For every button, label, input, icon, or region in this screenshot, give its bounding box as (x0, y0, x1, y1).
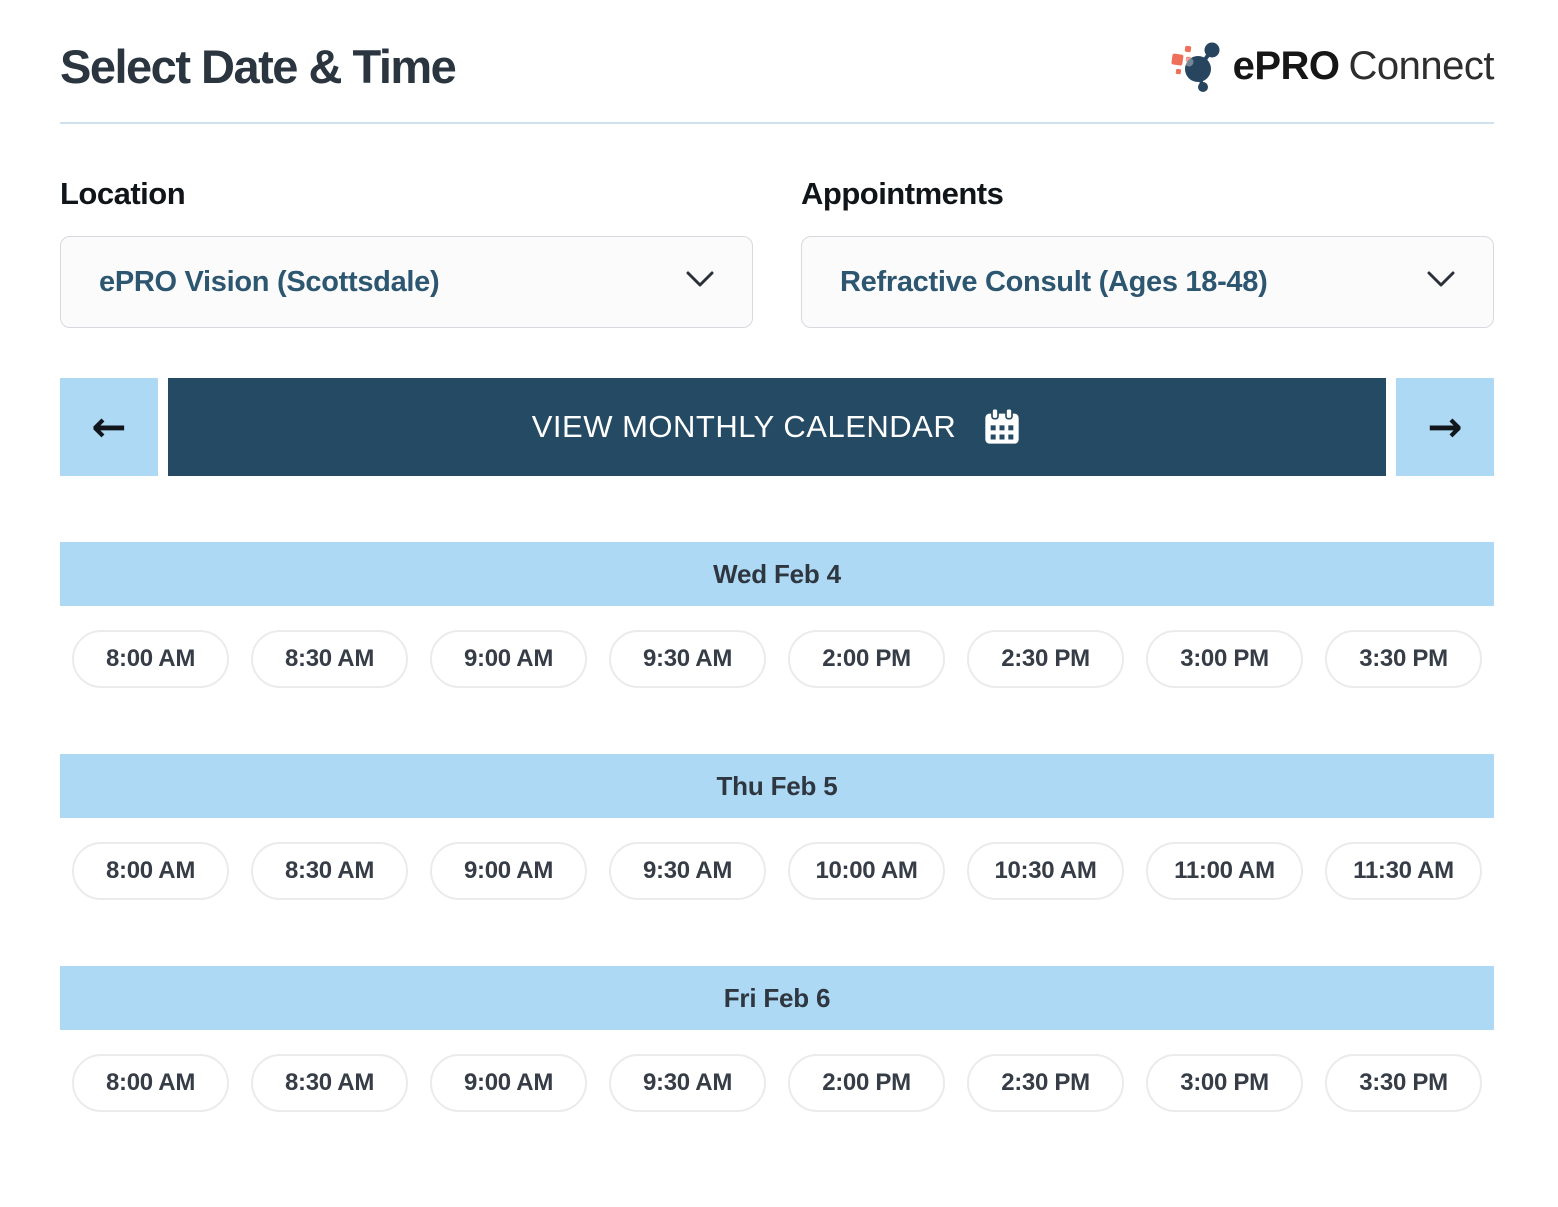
brand-name-bold: ePRO (1232, 43, 1340, 88)
chevron-down-icon (686, 271, 714, 293)
appointments-select[interactable]: Refractive Consult (Ages 18-48) (801, 236, 1494, 328)
time-slot-button[interactable]: 9:30 AM (609, 630, 766, 688)
time-slot-button[interactable]: 9:00 AM (430, 630, 587, 688)
time-slot-button[interactable]: 2:30 PM (967, 630, 1124, 688)
brand-logo: ePRO Connect (1169, 38, 1495, 94)
view-monthly-calendar-button[interactable]: VIEW MONTHLY CALENDAR (168, 378, 1386, 476)
time-slot-button[interactable]: 9:30 AM (609, 1054, 766, 1112)
time-slot-button[interactable]: 9:00 AM (430, 842, 587, 900)
chevron-down-icon (1427, 271, 1455, 293)
time-slot-button[interactable]: 8:30 AM (251, 842, 408, 900)
day-header: Wed Feb 4 (60, 542, 1494, 606)
next-week-button[interactable]: → (1396, 378, 1494, 476)
time-slot-button[interactable]: 3:00 PM (1146, 1054, 1303, 1112)
appointments-label: Appointments (801, 176, 1004, 211)
time-slot-button[interactable]: 3:00 PM (1146, 630, 1303, 688)
arrow-left-icon: ← (91, 402, 127, 451)
slot-row: 8:00 AM 8:30 AM 9:00 AM 9:30 AM 10:00 AM 10:3… (60, 842, 1494, 900)
slot-row: 8:00 AM 8:30 AM 9:00 AM 9:30 AM 2:00 PM 2:30 … (60, 1054, 1494, 1112)
time-slot-button[interactable]: 8:00 AM (72, 1054, 229, 1112)
appointments-field: Appointments Refractive Consult (Ages 18… (801, 176, 1494, 328)
calendar-icon (982, 406, 1022, 448)
time-slot-button[interactable]: 8:00 AM (72, 842, 229, 900)
day-header: Fri Feb 6 (60, 966, 1494, 1030)
time-slot-button[interactable]: 3:30 PM (1325, 630, 1482, 688)
day-section: Thu Feb 5 8:00 AM 8:30 AM 9:00 AM 9:30 AM 10… (60, 754, 1494, 900)
time-slot-button[interactable]: 2:00 PM (788, 630, 945, 688)
location-selected-value: ePRO Vision (Scottsdale) (99, 265, 440, 298)
time-slot-button[interactable]: 2:00 PM (788, 1054, 945, 1112)
time-slot-button[interactable]: 3:30 PM (1325, 1054, 1482, 1112)
time-slot-button[interactable]: 9:30 AM (609, 842, 766, 900)
time-slot-button[interactable]: 9:00 AM (430, 1054, 587, 1112)
time-slot-button[interactable]: 10:00 AM (788, 842, 945, 900)
location-label: Location (60, 176, 186, 211)
page-title: Select Date & Time (60, 39, 457, 93)
time-slot-button[interactable]: 8:30 AM (251, 1054, 408, 1112)
location-select[interactable]: ePRO Vision (Scottsdale) (60, 236, 753, 328)
header-divider (60, 122, 1494, 124)
calendar-nav: ← VIEW MONTHLY CALENDAR (60, 378, 1494, 476)
arrow-right-icon: → (1427, 402, 1463, 451)
header: Select Date & Time (60, 38, 1495, 94)
filters-row: Location ePRO Vision (Scottsdale) Appoin… (60, 176, 1494, 328)
time-slot-button[interactable]: 2:30 PM (967, 1054, 1124, 1112)
time-slot-button[interactable]: 8:00 AM (72, 630, 229, 688)
network-molecule-icon (1169, 38, 1223, 94)
day-section: Wed Feb 4 8:00 AM 8:30 AM 9:00 AM 9:30 AM 2:… (60, 542, 1494, 688)
time-slot-button[interactable]: 8:30 AM (251, 630, 408, 688)
day-section: Fri Feb 6 8:00 AM 8:30 AM 9:00 AM 9:30 AM 2:… (60, 966, 1494, 1112)
day-header: Thu Feb 5 (60, 754, 1494, 818)
appointments-selected-value: Refractive Consult (Ages 18-48) (840, 265, 1268, 298)
brand-name-light: Connect (1348, 43, 1495, 88)
previous-week-button[interactable]: ← (60, 378, 158, 476)
time-slot-button[interactable]: 11:30 AM (1325, 842, 1482, 900)
time-slot-button[interactable]: 10:30 AM (967, 842, 1124, 900)
time-slot-button[interactable]: 11:00 AM (1146, 842, 1303, 900)
booking-page: Select Date & Time (60, 38, 1495, 1112)
slot-row: 8:00 AM 8:30 AM 9:00 AM 9:30 AM 2:00 PM 2:30 … (60, 630, 1494, 688)
view-monthly-calendar-label: VIEW MONTHLY CALENDAR (531, 409, 957, 444)
day-sections: Wed Feb 4 8:00 AM 8:30 AM 9:00 AM 9:30 AM 2:… (60, 542, 1494, 1112)
location-field: Location ePRO Vision (Scottsdale) (60, 176, 753, 328)
brand-name: ePRO Connect (1232, 43, 1495, 89)
